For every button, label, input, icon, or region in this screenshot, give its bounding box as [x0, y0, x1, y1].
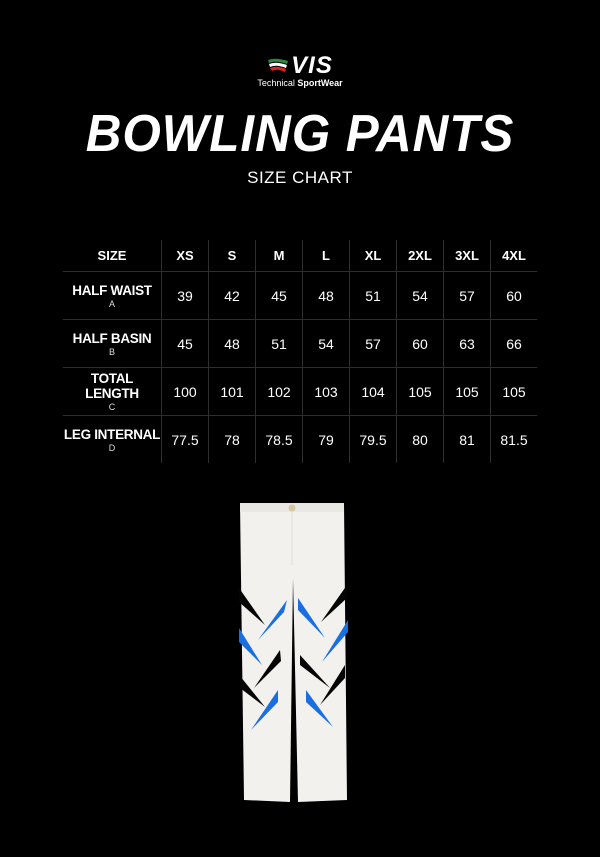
table-cell: 81 — [443, 415, 491, 463]
table-cell: 105 — [396, 367, 444, 416]
table-cell: 51 — [349, 271, 397, 320]
table-cell: 104 — [349, 367, 397, 416]
table-row: TOTAL LENGTH C 100 101 102 103 104 105 105 105 — [63, 367, 537, 416]
measurement-code: C — [108, 402, 116, 412]
pants-body — [240, 503, 347, 802]
table-cell: 103 — [302, 367, 350, 416]
size-header-s: S — [208, 240, 256, 272]
stripe — [251, 690, 278, 730]
stripe — [320, 665, 345, 705]
size-header-4xl: 4XL — [490, 240, 537, 272]
table-cell: 81.5 — [490, 415, 537, 463]
button-icon — [288, 504, 296, 512]
page-title: BOWLING PANTS — [85, 105, 515, 163]
stripe — [258, 600, 287, 640]
measurement-name: LEG INTERNAL — [63, 426, 161, 442]
brand-logo: VIS Technical SportWear — [0, 52, 600, 88]
table-cell: 63 — [443, 319, 491, 368]
measurement-name: TOTAL LENGTH — [85, 371, 139, 401]
size-header-xl: XL — [349, 240, 397, 272]
table-cell: 45 — [255, 271, 303, 320]
stripe — [298, 598, 325, 638]
measurement-code: B — [108, 346, 115, 357]
table-cell: 54 — [396, 271, 444, 320]
page-subtitle: SIZE CHART — [247, 168, 353, 187]
table-cell: 105 — [443, 367, 491, 416]
stripe — [322, 620, 348, 662]
stripe — [239, 588, 265, 625]
stripe — [240, 676, 265, 707]
row-label: HALF WAIST A — [63, 271, 162, 320]
table-cell: 57 — [443, 271, 491, 320]
measurement-name: HALF WAIST — [72, 282, 152, 298]
table-row: LEG INTERNAL D 77.5 78 78.5 79 79.5 80 81 81.5 — [63, 415, 537, 463]
stripe — [306, 690, 333, 727]
table-cell: 79.5 — [349, 415, 397, 463]
table-cell: 78.5 — [255, 415, 303, 463]
size-header-2xl: 2XL — [396, 240, 444, 272]
table-cell: 51 — [255, 319, 303, 368]
stripe — [321, 585, 347, 622]
stripes — [239, 585, 348, 730]
table-cell: 77.5 — [161, 415, 209, 463]
table-cell: 60 — [490, 271, 537, 320]
table-cell: 102 — [255, 367, 303, 416]
flag-icon — [268, 58, 289, 72]
logo-text: VIS — [291, 52, 333, 79]
stripe — [239, 628, 262, 665]
table-cell: 48 — [208, 319, 256, 368]
table-cell: 60 — [396, 319, 444, 368]
table-cell: 105 — [490, 367, 537, 416]
table-cell: 39 — [161, 271, 209, 320]
table-cell: 78 — [208, 415, 256, 463]
row-label: LEG INTERNAL D — [63, 415, 162, 463]
table-cell: 54 — [302, 319, 350, 368]
table-cell: 66 — [490, 319, 537, 368]
row-label: HALF BASIN B — [63, 319, 162, 368]
measurement-code: A — [108, 298, 115, 309]
measurement-name: HALF BASIN — [72, 330, 152, 346]
row-label: TOTAL LENGTH C — [63, 367, 162, 416]
stripe — [254, 650, 281, 688]
table-cell: 57 — [349, 319, 397, 368]
measurement-code: D — [108, 442, 116, 453]
size-header-m: M — [255, 240, 303, 272]
size-chart-table: SIZE XS S M L XL 2XL 3XL 4XL HALF WAIST A 39 42 45 48… — [63, 240, 537, 463]
tagline: Technical SportWear — [257, 78, 343, 88]
stripe — [300, 655, 330, 688]
table-header-row: SIZE XS S M L XL 2XL 3XL 4XL — [63, 240, 537, 272]
